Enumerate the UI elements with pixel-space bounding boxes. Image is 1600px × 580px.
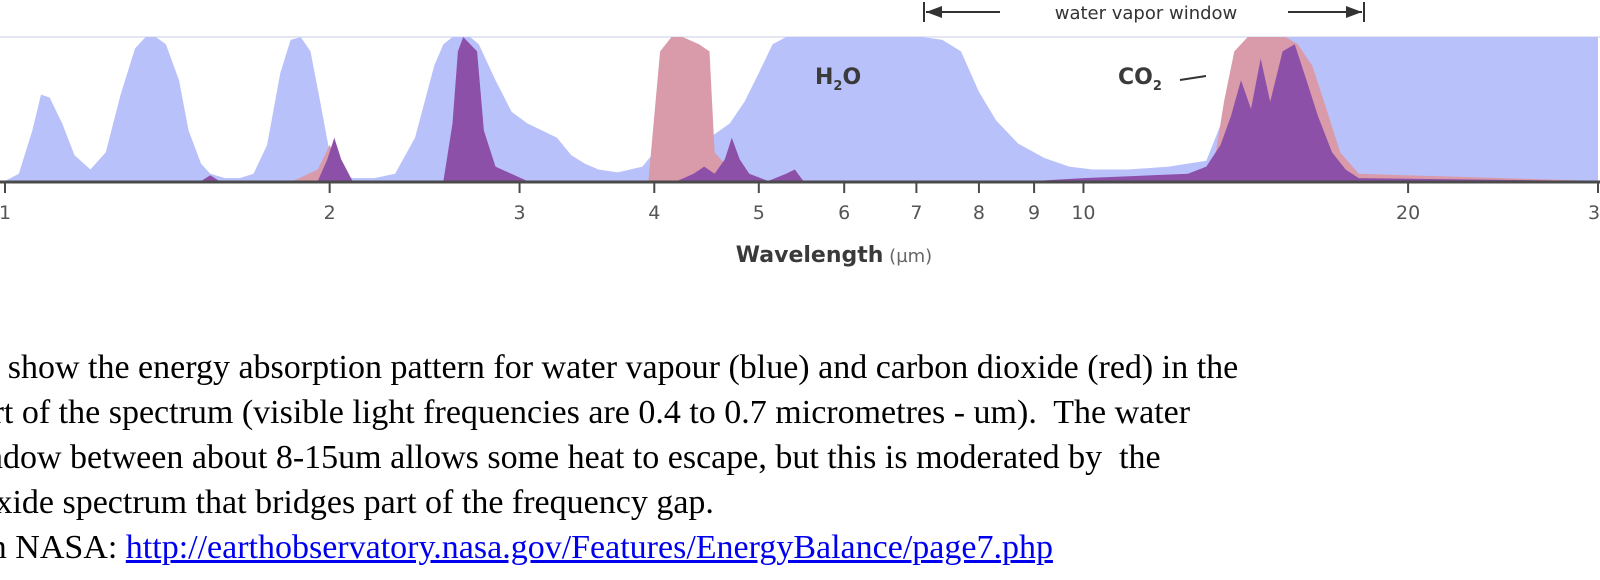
absorption-series-1 [5,37,1598,181]
absorption-areas [5,37,1598,181]
caption-line-5: rom NASA: http://earthobservatory.nasa.g… [0,525,1592,570]
x-tick-label: 5 [753,202,765,224]
x-tick-label: 8 [973,202,985,224]
window-left-arrowhead [926,6,942,18]
x-tick-label: 3 [514,202,526,224]
x-tick-label: 2 [324,202,336,224]
caption-line-4: dioxide spectrum that bridges part of th… [0,484,714,521]
water-vapor-window-annotation: water vapor window [923,2,1365,24]
x-tick-label: 9 [1028,202,1040,224]
window-label: water vapor window [1055,3,1238,24]
x-axis-ticks: 1 2 3 4 5 6 7 8 9 10 20 3 [0,182,1600,224]
x-tick-label: 7 [910,202,922,224]
x-tick-label: 3 [1588,202,1600,224]
h2o-label: H2O [815,65,861,94]
absorption-spectrum-chart: 1 2 3 4 5 6 7 8 9 10 20 3 water vapor window H2O CO… [0,2,1600,268]
co2-label: CO2 [1118,65,1162,94]
figure-caption: phs show the energy absorption pattern f… [0,345,1592,570]
co2-pointer-line [1179,75,1207,81]
x-axis-title: Wavelength (µm) [736,243,932,268]
caption-line-2: part of the spectrum (visible light freq… [0,394,1191,431]
x-tick-label: 20 [1396,202,1420,224]
caption-source-prefix: rom NASA: [0,529,118,566]
x-tick-label: 10 [1071,202,1095,224]
absorption-series-3 [5,37,1598,181]
caption-line-3: window between about 8-15um allows some … [0,439,1161,476]
x-tick-label: 4 [648,202,660,224]
nasa-source-link[interactable]: http://earthobservatory.nasa.gov/Feature… [125,529,1053,566]
window-right-arrowhead [1346,6,1362,18]
x-tick-label: 1 [0,202,11,224]
x-tick-label: 6 [838,202,850,224]
caption-line-1: phs show the energy absorption pattern f… [0,349,1239,386]
